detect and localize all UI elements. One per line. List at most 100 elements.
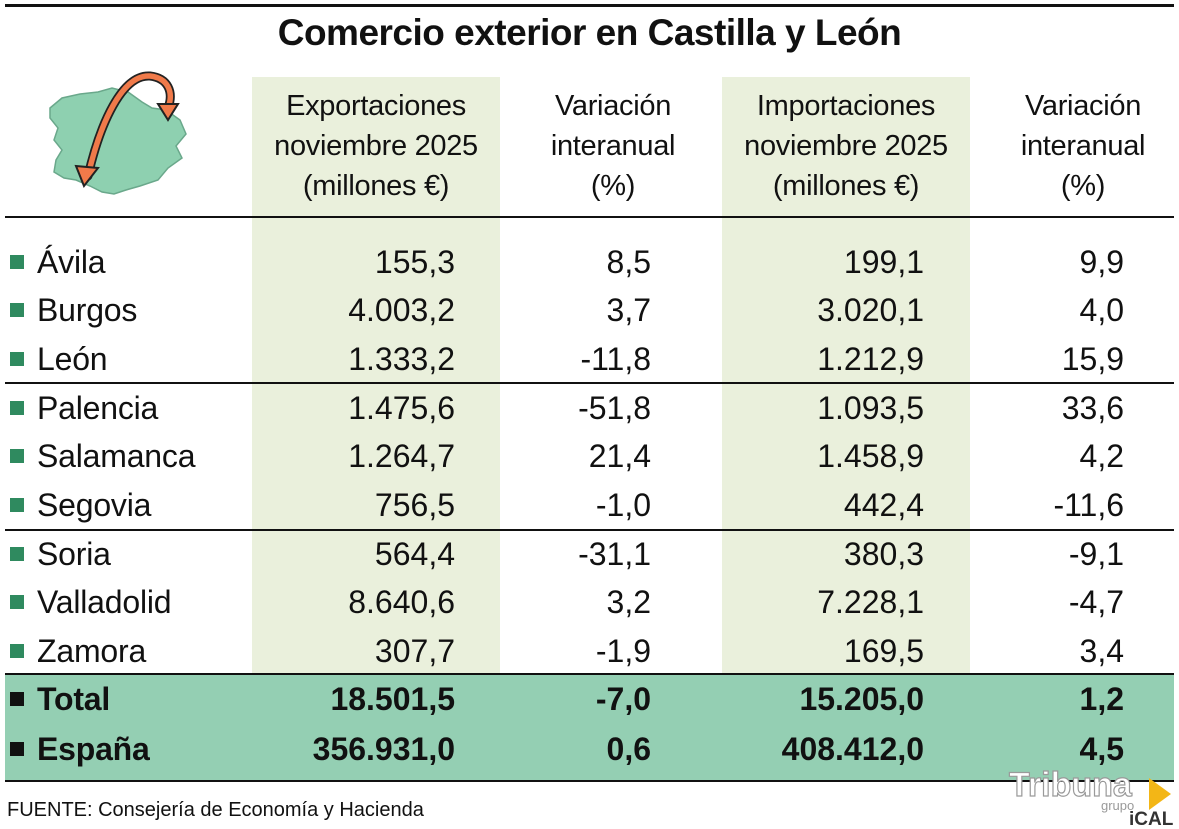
totals-top-rule [5,673,1174,675]
cell-imports: 408.412,0 [781,731,924,767]
source-note: FUENTE: Consejería de Economía y Haciend… [7,799,424,821]
header-imports-line: Importaciones [756,90,936,122]
table-row: Segovia 756,5 -1,0 442,4 -11,6 [0,481,1179,529]
header-imports-variation-line: Variación [1024,90,1142,122]
group-divider [5,382,1174,384]
row-bullet-icon [10,742,24,756]
header-exports: Exportaciones noviembre 2025 (millones €… [252,86,500,206]
row-name: Burgos [37,292,138,328]
chart-title: Comercio exterior en Castilla y León [277,12,902,53]
cell-exports-variation: -7,0 [595,681,651,717]
row-bullet-icon [10,449,24,463]
row-name: Soria [37,536,111,572]
row-bullet-icon [10,255,24,269]
row-name: León [37,341,108,377]
totals-band [5,673,1174,781]
total-row: España 356.931,0 0,6 408.412,0 4,5 [0,725,1179,773]
cell-imports-variation: 4,5 [1079,731,1124,767]
cell-imports-variation: 1,2 [1079,681,1124,717]
table-row: Ávila 155,3 8,5 199,1 9,9 [0,238,1179,286]
row-bullet-icon [10,644,24,658]
cell-exports: 1.333,2 [348,341,455,377]
row-bullet-icon [10,692,24,706]
header-exports-line: noviembre 2025 [274,130,478,162]
header-exports-variation-line: interanual [550,130,676,162]
cell-imports-variation: -4,7 [1068,584,1124,620]
logo-sub: grupo [1101,798,1134,813]
cell-imports-variation: -9,1 [1068,536,1124,572]
row-name: Segovia [37,487,152,523]
cell-imports: 3.020,1 [817,292,924,328]
cell-imports-variation: 33,6 [1061,390,1124,426]
cell-imports-variation: 9,9 [1079,244,1124,280]
cell-exports: 307,7 [374,633,455,669]
cell-exports-variation: 3,2 [606,584,651,620]
cell-exports-variation: -1,0 [595,487,651,523]
cell-exports: 18.501,5 [330,681,455,717]
header-imports-variation-line: interanual [1020,130,1146,162]
cell-exports-variation: -51,8 [578,390,651,426]
row-bullet-icon [10,547,24,561]
header-imports-variation: Variación interanual (%) [990,86,1176,206]
cell-imports-variation: -11,6 [1053,487,1124,523]
header-imports: Importaciones noviembre 2025 (millones €… [722,86,970,206]
cell-imports: 380,3 [843,536,924,572]
castilla-y-leon-map-icon [49,71,187,195]
total-row: Total 18.501,5 -7,0 15.205,0 1,2 [0,675,1179,723]
row-name: Valladolid [37,584,172,620]
table-row: Salamanca 1.264,7 21,4 1.458,9 4,2 [0,432,1179,480]
header-exports-line: Exportaciones [286,90,466,122]
totals-bottom-rule [5,780,1174,782]
table-row: Valladolid 8.640,6 3,2 7.228,1 -4,7 [0,578,1179,626]
row-name: Zamora [37,633,147,669]
row-bullet-icon [10,498,24,512]
header-imports-line: noviembre 2025 [744,130,948,162]
cell-exports: 1.475,6 [348,390,455,426]
row-bullet-icon [10,352,24,366]
top-rule [5,4,1174,7]
cell-exports-variation: -1,9 [595,633,651,669]
cell-imports: 15.205,0 [799,681,924,717]
cell-imports-variation: 4,0 [1079,292,1124,328]
cell-imports-variation: 4,2 [1079,438,1124,474]
cell-imports: 169,5 [843,633,924,669]
row-bullet-icon [10,303,24,317]
header-exports-variation: Variación interanual (%) [520,86,706,206]
table-row: Burgos 4.003,2 3,7 3.020,1 4,0 [0,286,1179,334]
header-exports-variation-line: (%) [590,170,636,202]
cell-imports: 199,1 [843,244,924,280]
table-row: Palencia 1.475,6 -51,8 1.093,5 33,6 [0,384,1179,432]
exports-column-shade [252,77,500,680]
tribuna-ical-logo: Tribuna grupo iCAL [1008,765,1174,828]
row-bullet-icon [10,401,24,415]
row-name: Ávila [37,244,106,280]
cell-exports: 564,4 [374,536,455,572]
cell-exports: 8.640,6 [348,584,455,620]
logo-agency: iCAL [1129,809,1174,828]
cell-exports: 155,3 [374,244,455,280]
header-rule [5,216,1174,218]
header-exports-variation-line: Variación [554,90,672,122]
cell-exports: 1.264,7 [348,438,455,474]
cell-imports: 7.228,1 [817,584,924,620]
row-name: España [37,731,150,767]
cell-imports-variation: 3,4 [1079,633,1124,669]
row-bullet-icon [10,595,24,609]
cell-exports-variation: 0,6 [606,731,651,767]
header-imports-line: (millones €) [772,170,920,202]
logo-brand: Tribuna [1009,766,1133,804]
cell-exports-variation: 3,7 [606,292,651,328]
table-row: León 1.333,2 -11,8 1.212,9 15,9 [0,335,1179,383]
cell-exports-variation: 21,4 [588,438,651,474]
row-name: Salamanca [37,438,196,474]
header-exports-line: (millones €) [302,170,450,202]
cell-exports: 4.003,2 [348,292,455,328]
header-imports-variation-line: (%) [1060,170,1106,202]
cell-imports: 1.212,9 [817,341,924,377]
cell-exports-variation: -11,8 [580,341,651,377]
group-divider [5,529,1174,531]
row-name: Total [37,681,111,717]
cell-imports: 1.458,9 [817,438,924,474]
cell-exports-variation: -31,1 [578,536,651,572]
table-row: Zamora 307,7 -1,9 169,5 3,4 [0,627,1179,675]
